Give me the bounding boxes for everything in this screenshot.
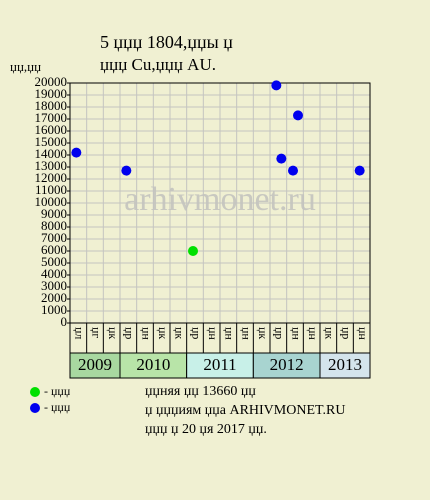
data-point bbox=[293, 110, 303, 121]
data-point bbox=[354, 165, 365, 176]
x-tick-label: џр bbox=[123, 327, 137, 339]
x-tick-label: џг bbox=[89, 327, 103, 338]
data-point bbox=[71, 147, 82, 158]
year-label: 2009 bbox=[78, 355, 112, 374]
y-tick-label: 11000 bbox=[35, 182, 67, 197]
y-tick-label: 8000 bbox=[41, 218, 67, 233]
year-box bbox=[119, 352, 188, 379]
legend-marker bbox=[30, 403, 40, 413]
legend-label: - џџџ bbox=[44, 384, 71, 398]
y-tick-label: 12000 bbox=[35, 170, 68, 185]
x-tick-label: џл bbox=[73, 327, 87, 339]
x-tick-label: џк bbox=[156, 327, 170, 339]
note: џ џџџиям џџа ARHIVMONET.RU bbox=[145, 403, 345, 418]
y-tick-label: 10000 bbox=[35, 194, 68, 209]
data-point bbox=[271, 80, 282, 91]
x-tick-label: џн bbox=[139, 327, 153, 340]
y-tick-label: 16000 bbox=[35, 122, 68, 137]
y-tick-label: 2000 bbox=[41, 290, 67, 305]
data-point bbox=[276, 153, 287, 164]
x-tick-label: џк bbox=[173, 327, 187, 339]
y-tick-label: 6000 bbox=[41, 242, 67, 257]
y-tick-label: 5000 bbox=[41, 254, 67, 269]
y-tick-label: 3000 bbox=[41, 278, 67, 293]
y-tick-label: 7000 bbox=[41, 230, 67, 245]
y-tick-label: 18000 bbox=[35, 98, 68, 113]
x-tick-label: џн bbox=[289, 327, 303, 340]
year-box bbox=[69, 352, 121, 379]
data-point bbox=[288, 165, 298, 176]
data-point bbox=[121, 165, 132, 176]
x-tick-label: џн bbox=[239, 327, 253, 340]
x-tick-label: џн bbox=[223, 327, 237, 340]
x-tick-label: џн bbox=[306, 327, 320, 340]
y-tick-label: 17000 bbox=[35, 110, 68, 125]
x-tick-label: џр bbox=[339, 327, 353, 339]
y-tick-label: 20000 bbox=[35, 74, 68, 89]
note: џџџ џ 20 џя 2017 џџ. bbox=[145, 422, 267, 437]
year-box bbox=[252, 352, 321, 379]
y-tick-label: 4000 bbox=[41, 266, 67, 281]
x-tick-label: џн bbox=[206, 327, 220, 340]
year-label: 2011 bbox=[203, 355, 236, 374]
x-tick-label: џн bbox=[356, 327, 370, 340]
note: џџняя џџ 13660 џџ bbox=[145, 384, 256, 399]
year-box bbox=[186, 352, 254, 379]
x-tick-label: џк bbox=[323, 327, 337, 339]
y-tick-label: 1000 bbox=[41, 302, 67, 317]
chart-title: 5 џџџ 1804,џџы џ bbox=[100, 32, 233, 52]
year-label: 2013 bbox=[328, 355, 362, 374]
x-tick-label: џк bbox=[106, 327, 120, 339]
legend-label: - џџџ bbox=[44, 400, 71, 414]
legend-marker bbox=[30, 387, 40, 397]
x-tick-label: џк bbox=[256, 327, 270, 339]
chart-subtitle: џџџ Cu,џџџ AU. bbox=[100, 55, 216, 74]
data-point bbox=[188, 246, 198, 256]
y-axis-label: џџ,џџ bbox=[10, 59, 41, 74]
year-label: 2012 bbox=[270, 355, 304, 374]
y-tick-label: 13000 bbox=[35, 158, 68, 173]
y-tick-label: 9000 bbox=[41, 206, 67, 221]
x-tick-label: џр bbox=[189, 327, 203, 339]
y-tick-label: 15000 bbox=[35, 134, 68, 149]
year-box bbox=[319, 352, 371, 379]
year-label: 2010 bbox=[136, 355, 170, 374]
y-tick-label: 0 bbox=[61, 314, 68, 329]
x-tick-label: џр bbox=[273, 327, 287, 339]
y-tick-label: 19000 bbox=[35, 86, 68, 101]
y-tick-label: 14000 bbox=[35, 146, 68, 161]
